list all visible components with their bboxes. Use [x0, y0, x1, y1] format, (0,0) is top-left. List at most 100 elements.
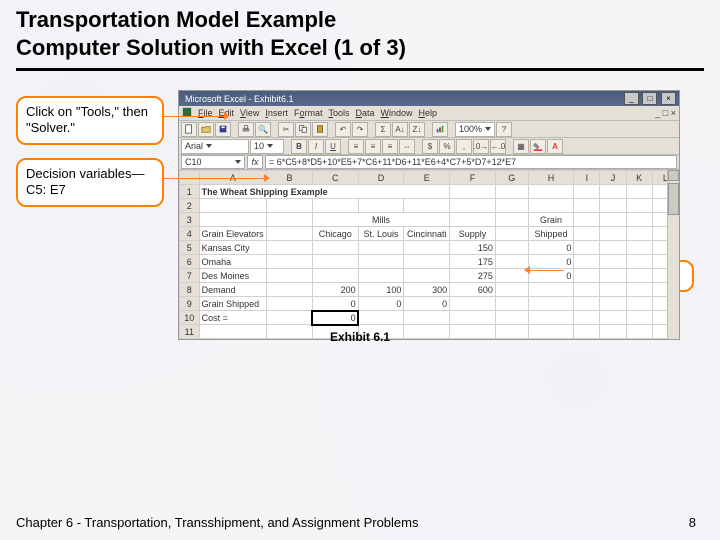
column-header-C[interactable]: C: [312, 171, 358, 185]
row-header-1[interactable]: 1: [180, 185, 200, 199]
new-button[interactable]: [181, 122, 197, 137]
cell-H3[interactable]: Grain: [528, 213, 574, 227]
cell-D9[interactable]: 0: [358, 297, 404, 311]
cell-B4[interactable]: [267, 227, 313, 241]
cell-C5[interactable]: [312, 241, 358, 255]
cell-A7[interactable]: Des Moines: [199, 269, 267, 283]
cell-C4[interactable]: Chicago: [312, 227, 358, 241]
column-header-D[interactable]: D: [358, 171, 404, 185]
cell-J9[interactable]: [600, 297, 626, 311]
row-header-7[interactable]: 7: [180, 269, 200, 283]
cell-K9[interactable]: [626, 297, 652, 311]
help-button[interactable]: ?: [496, 122, 512, 137]
cell-I5[interactable]: [574, 241, 600, 255]
row-header-10[interactable]: 10: [180, 311, 200, 325]
cell-H10[interactable]: [528, 311, 574, 325]
cell-I4[interactable]: [574, 227, 600, 241]
cell-I9[interactable]: [574, 297, 600, 311]
cell-D6[interactable]: [358, 255, 404, 269]
cell-K8[interactable]: [626, 283, 652, 297]
cell-J5[interactable]: [600, 241, 626, 255]
cell-K10[interactable]: [626, 311, 652, 325]
cell-F5[interactable]: 150: [450, 241, 496, 255]
cell-B3[interactable]: [267, 213, 313, 227]
cell-F10[interactable]: [450, 311, 496, 325]
maximize-button[interactable]: □: [642, 92, 657, 105]
cell-A3[interactable]: [199, 213, 267, 227]
row-header-4[interactable]: 4: [180, 227, 200, 241]
menu-tools[interactable]: Tools: [328, 108, 349, 118]
cell-B7[interactable]: [267, 269, 313, 283]
close-button[interactable]: ×: [661, 92, 676, 105]
zoom-box[interactable]: 100%: [455, 122, 495, 137]
cell-A2[interactable]: [199, 199, 267, 213]
cut-button[interactable]: ✂: [278, 122, 294, 137]
copy-button[interactable]: [295, 122, 311, 137]
row-header-6[interactable]: 6: [180, 255, 200, 269]
cell-K6[interactable]: [626, 255, 652, 269]
cell-G5[interactable]: [495, 241, 528, 255]
cell-F9[interactable]: [450, 297, 496, 311]
cell-G2[interactable]: [495, 199, 528, 213]
currency-button[interactable]: $: [422, 139, 438, 154]
formula-input[interactable]: = 6*C5+8*D5+10*E5+7*C6+11*D6+11*E6+4*C7+…: [265, 155, 677, 169]
cell-F4[interactable]: Supply: [450, 227, 496, 241]
cell-H2[interactable]: [528, 199, 574, 213]
vertical-scrollbar[interactable]: [667, 170, 679, 339]
cell-J8[interactable]: [600, 283, 626, 297]
cell-I10[interactable]: [574, 311, 600, 325]
scroll-thumb[interactable]: [668, 183, 679, 215]
sort-desc-button[interactable]: Z↓: [409, 122, 425, 137]
font-name-box[interactable]: Arial: [181, 139, 249, 154]
cell-B2[interactable]: [267, 199, 313, 213]
cell-J10[interactable]: [600, 311, 626, 325]
underline-button[interactable]: U: [325, 139, 341, 154]
cell-J3[interactable]: [600, 213, 626, 227]
sort-asc-button[interactable]: A↓: [392, 122, 408, 137]
menu-format[interactable]: Format: [294, 108, 323, 118]
fx-button[interactable]: fx: [247, 155, 263, 169]
cell-C7[interactable]: [312, 269, 358, 283]
cell-C2[interactable]: [312, 199, 358, 213]
align-center-button[interactable]: ≡: [365, 139, 381, 154]
print-preview-button[interactable]: 🔍: [255, 122, 271, 137]
cell-H6[interactable]: 0: [528, 255, 574, 269]
cell-A9[interactable]: Grain Shipped: [199, 297, 267, 311]
cell-A1[interactable]: The Wheat Shipping Example: [199, 185, 450, 199]
align-left-button[interactable]: ≡: [348, 139, 364, 154]
font-size-box[interactable]: 10: [250, 139, 284, 154]
cell-J7[interactable]: [600, 269, 626, 283]
cell-F8[interactable]: 600: [450, 283, 496, 297]
align-right-button[interactable]: ≡: [382, 139, 398, 154]
merge-center-button[interactable]: ⇔: [399, 139, 415, 154]
cell-D8[interactable]: 100: [358, 283, 404, 297]
column-header-H[interactable]: H: [528, 171, 574, 185]
cell-K2[interactable]: [626, 199, 652, 213]
cell-B5[interactable]: [267, 241, 313, 255]
menu-window[interactable]: Window: [380, 108, 412, 118]
row-header-2[interactable]: 2: [180, 199, 200, 213]
cell-A8[interactable]: Demand: [199, 283, 267, 297]
cell-G3[interactable]: [495, 213, 528, 227]
cell-G8[interactable]: [495, 283, 528, 297]
cell-D5[interactable]: [358, 241, 404, 255]
cell-A6[interactable]: Omaha: [199, 255, 267, 269]
cell-J2[interactable]: [600, 199, 626, 213]
cell-G10[interactable]: [495, 311, 528, 325]
save-button[interactable]: [215, 122, 231, 137]
wb-restore-button[interactable]: □: [663, 108, 668, 118]
cell-H9[interactable]: [528, 297, 574, 311]
worksheet[interactable]: ABCDEFGHIJKL1The Wheat Shipping Example2…: [179, 170, 679, 339]
cell-B9[interactable]: [267, 297, 313, 311]
percent-button[interactable]: %: [439, 139, 455, 154]
cell-D4[interactable]: St. Louis: [358, 227, 404, 241]
font-color-button[interactable]: A: [547, 139, 563, 154]
scroll-up-button[interactable]: [668, 170, 679, 181]
cell-J4[interactable]: [600, 227, 626, 241]
menu-help[interactable]: Help: [419, 108, 438, 118]
cell-F3[interactable]: [450, 213, 496, 227]
autosum-button[interactable]: Σ: [375, 122, 391, 137]
cell-B8[interactable]: [267, 283, 313, 297]
cell-A5[interactable]: Kansas City: [199, 241, 267, 255]
cell-E6[interactable]: [404, 255, 450, 269]
